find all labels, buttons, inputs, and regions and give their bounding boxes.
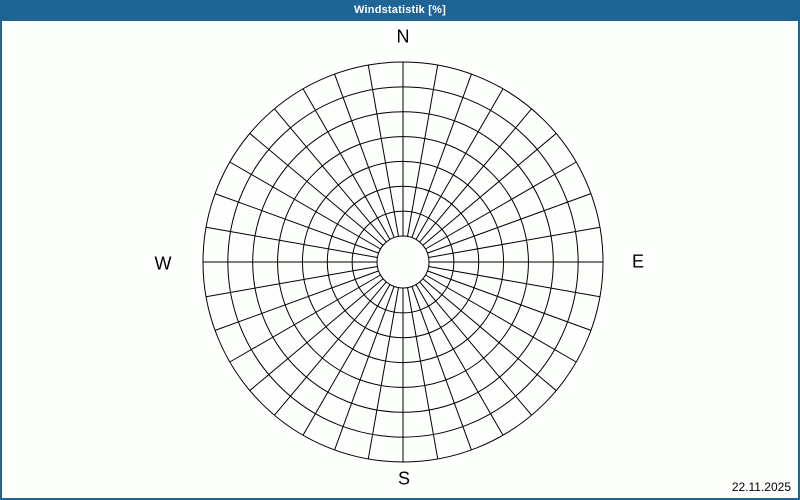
window-titlebar: Windstatistik [%]	[0, 0, 800, 21]
direction-label-west: W	[154, 253, 172, 274]
direction-label-south: S	[397, 468, 411, 489]
direction-label-east: E	[631, 251, 645, 272]
direction-label-north: N	[396, 26, 410, 47]
date-label: 22.11.2025	[731, 480, 791, 494]
window-title: Windstatistik [%]	[354, 4, 446, 16]
